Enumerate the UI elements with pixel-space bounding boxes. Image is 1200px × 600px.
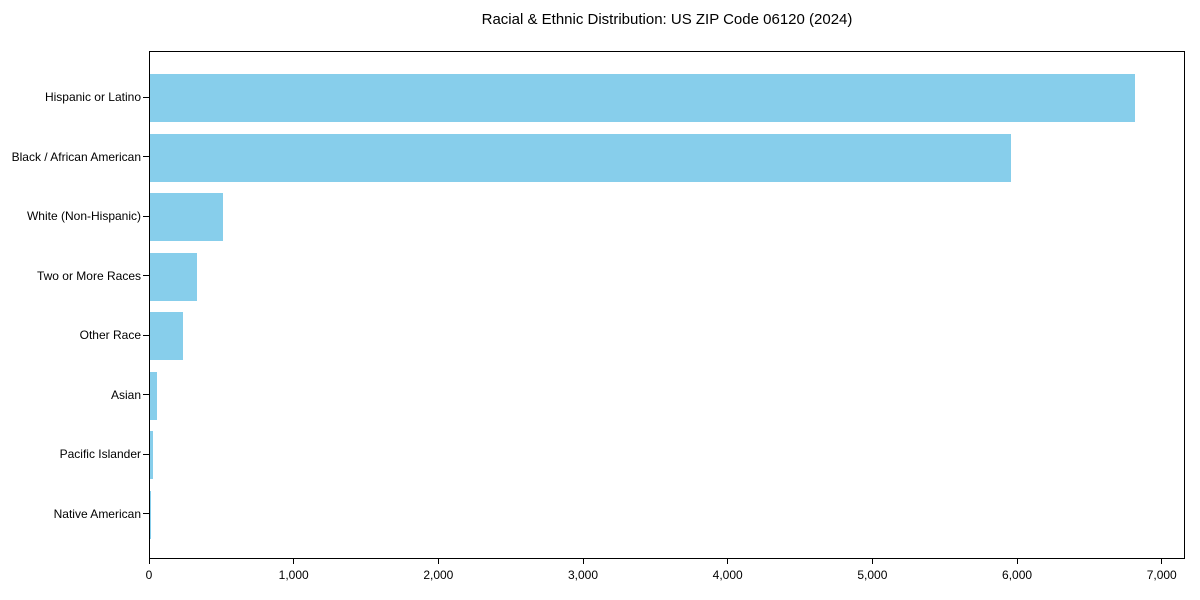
bar [150, 193, 223, 241]
y-tick [143, 96, 149, 98]
x-tick [871, 559, 873, 564]
bar [150, 133, 1011, 182]
y-tick-label: Native American [53, 506, 141, 521]
y-tick [143, 394, 149, 395]
bar [150, 312, 184, 360]
y-tick-label: Pacific Islander [59, 447, 141, 461]
x-tick-label: 5,000 [857, 568, 888, 582]
x-tick-label: 0 [145, 568, 153, 582]
y-tick-label: Black / African American [11, 149, 141, 164]
plot-area [149, 51, 1185, 559]
x-tick [1161, 559, 1163, 564]
x-tick-label: 1,000 [278, 568, 309, 582]
bar [150, 371, 157, 420]
y-tick [143, 275, 149, 276]
bar [150, 431, 154, 479]
y-tick-label: Other Race [79, 328, 141, 342]
x-tick-label: 2,000 [423, 568, 454, 582]
bar [150, 74, 1135, 122]
x-tick [582, 559, 584, 564]
x-tick [1016, 559, 1018, 564]
x-tick-label: 6,000 [1002, 568, 1033, 582]
bar [150, 490, 151, 539]
y-tick-label: Asian [110, 387, 141, 402]
y-tick-label: Hispanic or Latino [44, 90, 141, 104]
y-tick-label: Two or More Races [36, 268, 141, 283]
x-tick-label: 4,000 [712, 568, 743, 582]
y-tick [143, 453, 149, 455]
x-tick-label: 3,000 [568, 568, 599, 582]
y-tick [143, 156, 149, 157]
x-tick [727, 559, 729, 564]
y-tick [143, 215, 149, 217]
chart-title: Racial & Ethnic Distribution: US ZIP Cod… [481, 11, 853, 28]
x-tick [293, 559, 295, 564]
x-tick [437, 559, 439, 564]
y-tick [143, 334, 149, 336]
x-tick [148, 559, 150, 564]
x-tick-label: 7,000 [1146, 568, 1177, 582]
bar [150, 252, 197, 301]
y-tick [143, 513, 149, 514]
y-tick-label: White (Non-Hispanic) [26, 209, 141, 223]
